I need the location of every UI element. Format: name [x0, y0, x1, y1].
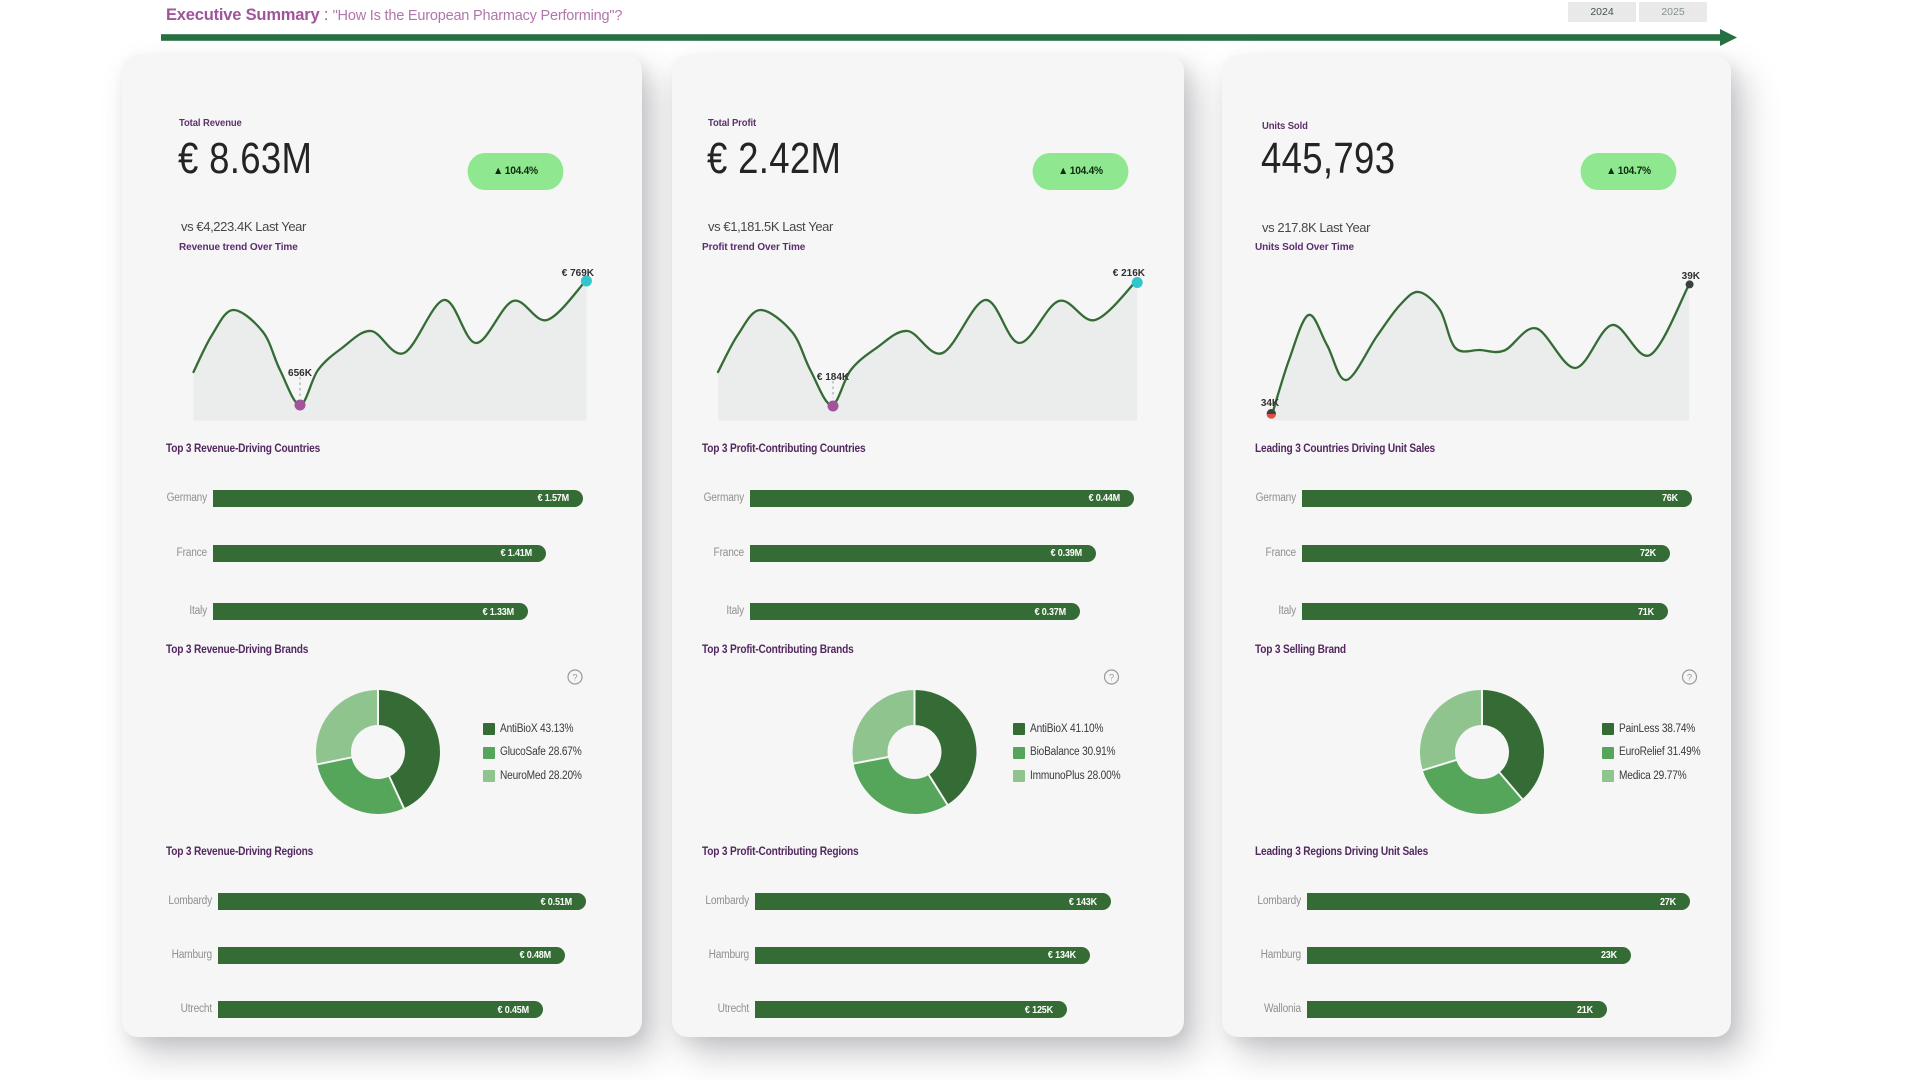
svg-text:?: ?: [1687, 673, 1692, 684]
svg-text:?: ?: [1109, 673, 1114, 684]
svg-text:?: ?: [572, 673, 577, 684]
